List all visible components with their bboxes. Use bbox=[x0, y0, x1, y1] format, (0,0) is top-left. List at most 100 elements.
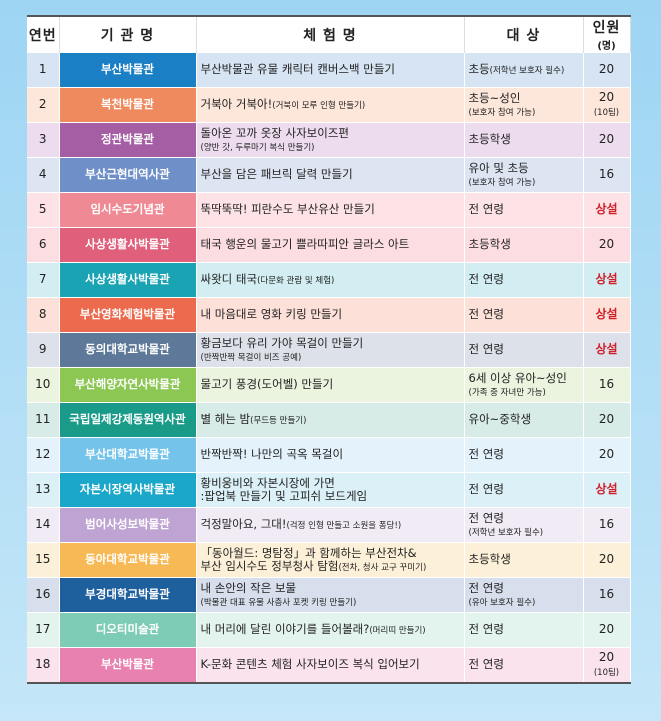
capacity-cell: 상설 bbox=[583, 297, 631, 333]
target-note: (보호자 참여 가능) bbox=[468, 107, 536, 118]
table-row: 11 국립일제강제동원역사관 별 헤는 밤(무드등 만들기) 유아~중학생 20 bbox=[27, 402, 631, 438]
institution-name: 국립일제강제동원역사관 bbox=[59, 402, 197, 438]
target-audience: 전 연령 bbox=[468, 580, 504, 595]
program-cell: 뚝딱뚝딱! 피란수도 부산유산 만들기 bbox=[196, 192, 465, 228]
capacity: 20 bbox=[598, 447, 615, 462]
target-cell: 초등학생 bbox=[464, 122, 584, 158]
institution-name: 부산박물관 bbox=[59, 647, 197, 684]
row-number: 13 bbox=[27, 472, 60, 508]
target-cell: 전 연령 bbox=[464, 437, 584, 473]
capacity-cell: 16 bbox=[583, 157, 631, 193]
program-cell: 내 손안의 작은 보물 (박물관 대표 유물 사층사 포켓 키링 만들기) bbox=[196, 577, 465, 613]
target-audience: 초등학생 bbox=[468, 132, 511, 147]
table-row: 3 정관박물관 돌아온 꼬까 옷장 사자보이즈편 (양반 갓, 두루마기 복식 만… bbox=[27, 122, 631, 158]
program-title-note-line2: (반짝반짝 목걸이 비즈 공예) bbox=[200, 352, 302, 363]
header-count-unit: (명) bbox=[597, 41, 616, 52]
target-cell: 초등학생 bbox=[464, 227, 584, 263]
target-cell: 전 연령 bbox=[464, 262, 584, 298]
program-title: 부산박물관 유물 캐릭터 캔버스백 만들기 bbox=[200, 62, 395, 77]
target-audience: 전 연령 bbox=[468, 622, 504, 637]
program-cell: 황금보다 유리 가야 목걸이 만들기 (반짝반짝 목걸이 비즈 공예) bbox=[196, 332, 465, 368]
table-row: 16 부경대학교박물관 내 손안의 작은 보물 (박물관 대표 유물 사층사 포켓… bbox=[27, 577, 631, 613]
program-cell: 싸왓디 태국(다문화 관람 및 체험) bbox=[196, 262, 465, 298]
target-audience: 전 연령 bbox=[468, 447, 504, 462]
capacity: 16 bbox=[598, 167, 615, 182]
program-title: 별 헤는 밤 bbox=[200, 412, 251, 427]
row-number: 1 bbox=[27, 53, 60, 88]
institution-name: 부산박물관 bbox=[59, 53, 197, 88]
target-cell: 유아 및 초등 (보호자 참여 가능) bbox=[464, 157, 584, 193]
program-cell: 돌아온 꼬까 옷장 사자보이즈편 (양반 갓, 두루마기 복식 만들기) bbox=[196, 122, 465, 158]
program-title: 태국 행운의 물고기 쁠라따피안 글라스 아트 bbox=[200, 237, 410, 252]
institution-name: 부산근현대역사관 bbox=[59, 157, 197, 193]
program-title: 내 마음대로 영화 키링 만들기 bbox=[200, 307, 343, 322]
target-audience: 전 연령 bbox=[468, 342, 504, 357]
program-cell: 부산을 담은 패브릭 달력 만들기 bbox=[196, 157, 465, 193]
target-cell: 전 연령 (유아 보호자 필수) bbox=[464, 577, 584, 613]
program-title-note: (머리띠 만들기) bbox=[369, 626, 426, 637]
program-title: 부산을 담은 패브릭 달력 만들기 bbox=[200, 167, 353, 182]
capacity: 20 bbox=[598, 552, 615, 567]
row-number: 12 bbox=[27, 437, 60, 473]
table-row: 12 부산대학교박물관 반짝반짝! 나만의 곡옥 목걸이 전 연령 20 bbox=[27, 437, 631, 473]
capacity-cell: 상설 bbox=[583, 332, 631, 368]
row-number: 11 bbox=[27, 402, 60, 438]
capacity-cell: 상설 bbox=[583, 262, 631, 298]
row-number: 2 bbox=[27, 87, 60, 123]
institution-name: 부산영화체험박물관 bbox=[59, 297, 197, 333]
program-cell: K-문화 콘텐츠 체험 사자보이즈 복식 입어보기 bbox=[196, 647, 465, 684]
program-title-note: (다문화 관람 및 체험) bbox=[257, 276, 335, 287]
capacity: 16 bbox=[598, 377, 615, 392]
institution-name: 동아대학교박물관 bbox=[59, 542, 197, 578]
row-number: 8 bbox=[27, 297, 60, 333]
header-count: 인원 (명) bbox=[583, 15, 631, 53]
capacity-cell: 20 bbox=[583, 437, 631, 473]
target-audience: 전 연령 bbox=[468, 482, 504, 497]
program-title: K-문화 콘텐츠 체험 사자보이즈 복식 입어보기 bbox=[200, 657, 420, 672]
target-cell: 초등~성인 (보호자 참여 가능) bbox=[464, 87, 584, 123]
target-cell: 초등학생 bbox=[464, 542, 584, 578]
capacity: 20 bbox=[598, 622, 615, 637]
table-row: 15 동아대학교박물관 「동아월드: 명탐정」과 함께하는 부산전차& 부산 임… bbox=[27, 542, 631, 578]
capacity-cell: 16 bbox=[583, 507, 631, 543]
capacity: 20 bbox=[598, 412, 615, 427]
program-title: 거북아 거북아! bbox=[200, 97, 273, 112]
institution-name: 복천박물관 bbox=[59, 87, 197, 123]
program-title-note: (걱정 인형 만들고 소원을 퐁당!) bbox=[286, 521, 402, 532]
target-audience: 전 연령 bbox=[468, 202, 504, 217]
target-cell: 6세 이상 유아~성인 (가족 중 자녀만 가능) bbox=[464, 367, 584, 403]
capacity-cell: 20 bbox=[583, 612, 631, 648]
target-cell: 초등(저학년 보호자 필수) bbox=[464, 53, 584, 88]
header-org: 기 관 명 bbox=[59, 15, 197, 53]
row-number: 10 bbox=[27, 367, 60, 403]
capacity: 20 bbox=[598, 62, 615, 77]
target-cell: 전 연령 bbox=[464, 647, 584, 684]
capacity-cell: 20 bbox=[583, 402, 631, 438]
program-title-note: (무드등 만들기) bbox=[250, 416, 307, 427]
program-cell: 「동아월드: 명탐정」과 함께하는 부산전차& 부산 임시수도 정부청사 탐험(… bbox=[196, 542, 465, 578]
row-number: 3 bbox=[27, 122, 60, 158]
capacity-cell: 상설 bbox=[583, 192, 631, 228]
target-cell: 전 연령 bbox=[464, 297, 584, 333]
table-header: 연번 기 관 명 체 험 명 대 상 인원 (명) bbox=[27, 15, 631, 53]
target-cell: 전 연령 bbox=[464, 612, 584, 648]
institution-name: 범어사성보박물관 bbox=[59, 507, 197, 543]
table-row: 10 부산해양자연사박물관 물고기 풍경(도어벨) 만들기 6세 이상 유아~성… bbox=[27, 367, 631, 403]
program-title: 걱정말아요, 그대! bbox=[200, 517, 287, 532]
program-title: 황금보다 유리 가야 목걸이 만들기 bbox=[200, 335, 364, 350]
program-title-line2: 부산 임시수도 정부청사 탐험 bbox=[200, 558, 339, 573]
target-audience: 초등학생 bbox=[468, 552, 511, 567]
program-title-note-line2: (양반 갓, 두루마기 복식 만들기) bbox=[200, 142, 315, 153]
row-number: 14 bbox=[27, 507, 60, 543]
target-audience: 전 연령 bbox=[468, 272, 504, 287]
header-no: 연번 bbox=[27, 15, 60, 53]
program-title: 내 손안의 작은 보물 bbox=[200, 580, 297, 595]
target-audience: 전 연령 bbox=[468, 307, 504, 322]
capacity: 상설 bbox=[595, 342, 618, 357]
table-row: 9 동의대학교박물관 황금보다 유리 가야 목걸이 만들기 (반짝반짝 목걸이 비… bbox=[27, 332, 631, 368]
row-number: 7 bbox=[27, 262, 60, 298]
target-audience: 6세 이상 유아~성인 bbox=[468, 370, 567, 385]
program-cell: 별 헤는 밤(무드등 만들기) bbox=[196, 402, 465, 438]
program-title-note-line2: (전차, 청사 교구 꾸미기) bbox=[338, 562, 427, 573]
program-title-line2: :팝업북 만들기 및 고피쉬 보드게임 bbox=[200, 489, 368, 503]
